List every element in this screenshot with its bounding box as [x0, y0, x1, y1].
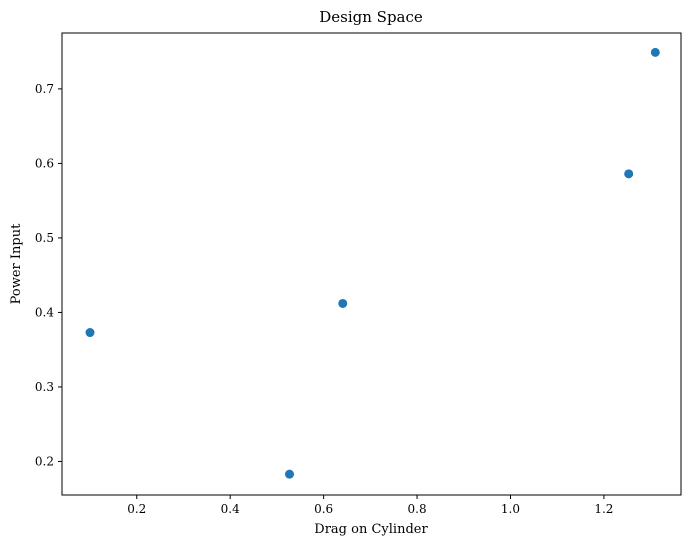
scatter-point: [85, 328, 95, 338]
x-tick-label: 0.4: [221, 502, 240, 516]
scatter-point: [650, 47, 660, 57]
x-tick-label: 0.8: [408, 502, 427, 516]
x-axis-label: Drag on Cylinder: [314, 522, 428, 537]
y-tick-label: 0.5: [35, 231, 54, 245]
y-tick-label: 0.6: [35, 156, 54, 170]
y-tick-label: 0.7: [35, 82, 54, 96]
points-layer: [85, 47, 660, 479]
plot-frame: [61, 32, 682, 496]
x-tick-label: 1.2: [594, 502, 613, 516]
y-tick-label: 0.4: [35, 305, 54, 319]
ticks-layer: 0.2 0.4 0.6 0.8 1.0 1.2 0.2 0.3 0.4 0.5 0.6 0.7: [35, 82, 614, 516]
x-tick-label: 0.6: [314, 502, 333, 516]
x-tick-label: 1.0: [501, 502, 520, 516]
y-tick-label: 0.2: [35, 454, 54, 468]
chart-title: Design Space: [319, 8, 423, 26]
x-tick-label: 0.2: [127, 502, 146, 516]
scatter-point: [338, 298, 348, 308]
y-tick-label: 0.3: [35, 380, 54, 394]
scatter-point: [624, 169, 634, 179]
scatter-point: [285, 469, 295, 479]
y-axis-label: Power Input: [9, 223, 24, 304]
